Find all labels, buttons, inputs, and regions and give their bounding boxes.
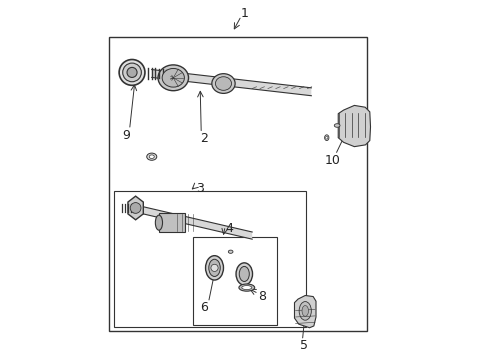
Text: 5: 5 <box>300 339 308 352</box>
Ellipse shape <box>228 250 233 253</box>
Ellipse shape <box>216 77 232 90</box>
Ellipse shape <box>158 65 189 91</box>
Text: 10: 10 <box>325 154 341 167</box>
Text: 3: 3 <box>196 183 204 195</box>
Ellipse shape <box>119 59 145 85</box>
Text: 1: 1 <box>241 7 249 20</box>
Polygon shape <box>338 105 370 147</box>
Ellipse shape <box>299 302 311 320</box>
Ellipse shape <box>239 266 249 282</box>
Polygon shape <box>128 203 252 239</box>
Ellipse shape <box>127 67 137 77</box>
Ellipse shape <box>326 136 328 139</box>
Ellipse shape <box>205 256 223 280</box>
Circle shape <box>211 264 218 271</box>
Ellipse shape <box>239 284 255 291</box>
Text: 4: 4 <box>225 222 233 235</box>
Ellipse shape <box>324 135 329 140</box>
Ellipse shape <box>149 155 154 158</box>
Bar <box>114 191 306 327</box>
Ellipse shape <box>242 285 252 289</box>
Ellipse shape <box>122 63 141 82</box>
Ellipse shape <box>212 74 235 93</box>
Polygon shape <box>152 69 311 96</box>
Ellipse shape <box>236 263 252 285</box>
Bar <box>159 213 185 232</box>
Ellipse shape <box>209 259 221 276</box>
Bar <box>109 37 367 330</box>
Ellipse shape <box>334 124 340 127</box>
Ellipse shape <box>162 68 184 87</box>
Circle shape <box>130 203 141 213</box>
Ellipse shape <box>302 306 309 316</box>
Polygon shape <box>128 196 143 220</box>
Ellipse shape <box>147 153 157 160</box>
Text: 7: 7 <box>246 272 254 285</box>
Polygon shape <box>294 296 316 328</box>
Text: 6: 6 <box>200 301 208 314</box>
Ellipse shape <box>155 215 163 230</box>
Text: 9: 9 <box>122 129 130 142</box>
Text: 8: 8 <box>258 290 266 303</box>
Bar <box>193 237 277 325</box>
Text: 2: 2 <box>200 132 208 145</box>
